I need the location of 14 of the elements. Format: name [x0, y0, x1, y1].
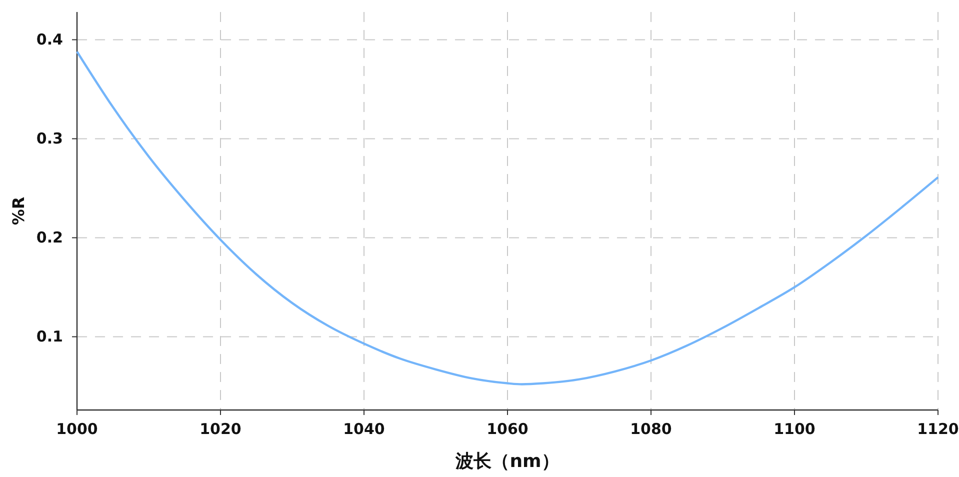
y-tick-label: 0.1 [36, 328, 63, 346]
y-tick-label: 0.2 [36, 228, 63, 247]
y-tick-label: 0.3 [36, 130, 63, 148]
y-tick-label: 0.4 [36, 30, 63, 49]
line-series [76, 50, 940, 386]
x-tick-label: 1000 [56, 420, 98, 438]
y-axis-title: %R [9, 196, 28, 226]
x-tick-label: 1040 [343, 420, 385, 438]
x-tick-label: 1060 [486, 420, 528, 438]
x-tick-label: 1020 [200, 420, 242, 438]
x-tick-label: 1080 [630, 420, 672, 438]
x-axis-title: 波长（nm） [454, 451, 560, 472]
x-tick-label: 1100 [774, 420, 816, 438]
x-tick-label: 1120 [917, 420, 959, 438]
